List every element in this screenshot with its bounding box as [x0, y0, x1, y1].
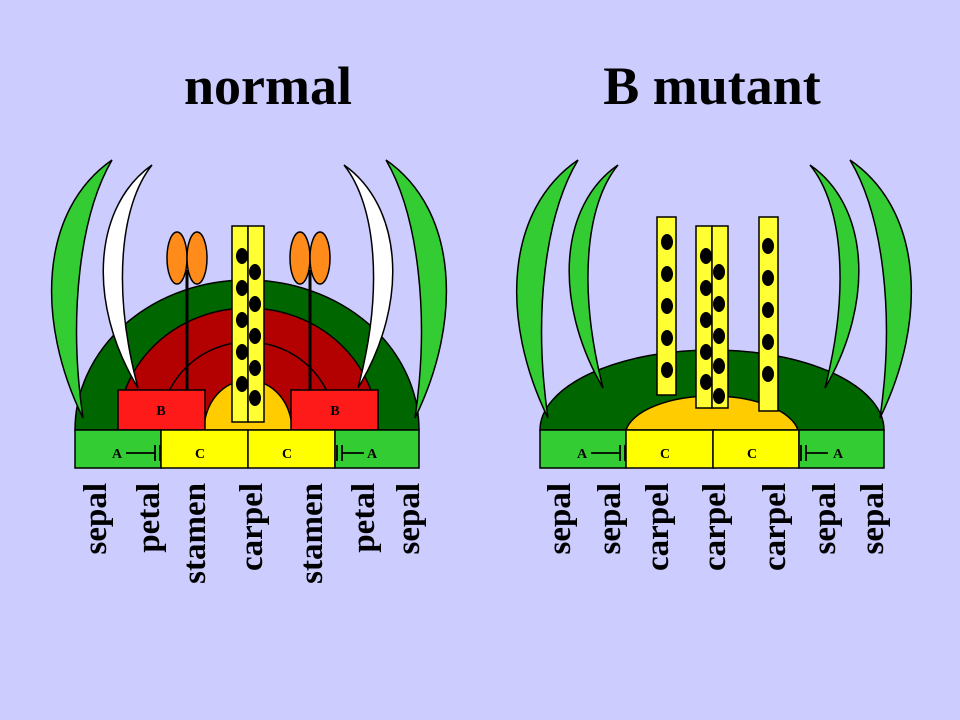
gene-label-a: A: [112, 447, 123, 462]
panel-title-normal: normal: [184, 56, 352, 116]
anther: [309, 231, 331, 285]
organ-label: petal: [346, 483, 382, 553]
organ-label: sepal: [592, 483, 628, 555]
panel-b-mutant: B mutant: [515, 56, 913, 571]
ovules: [236, 248, 261, 406]
c-box-left: [625, 429, 714, 469]
a-box-left: [539, 429, 627, 469]
sepal-left-inner: [568, 164, 619, 389]
organ-label: sepal: [78, 483, 114, 555]
anther: [289, 231, 311, 285]
organ-label: carpel: [640, 483, 676, 571]
b-label: B: [330, 404, 339, 419]
organ-label: stamen: [294, 483, 330, 584]
carpel-center: [695, 225, 729, 409]
organ-label: sepal: [855, 483, 891, 555]
sepal-left-outer: [515, 159, 579, 419]
panel-title-b-mutant: B mutant: [603, 56, 821, 116]
b-box-left: [117, 389, 206, 431]
ovules: [700, 248, 725, 404]
organ-label: carpel: [234, 483, 270, 571]
sepal-right: [385, 159, 448, 419]
ovules: [762, 238, 774, 382]
anther: [186, 231, 208, 285]
a-box-right: [334, 429, 420, 469]
c-box-right: [247, 429, 336, 469]
carpel-left: [656, 216, 677, 396]
organ-label: stamen: [177, 483, 213, 584]
anther: [166, 231, 188, 285]
organ-label: sepal: [807, 483, 843, 555]
a-box-right: [798, 429, 885, 469]
sepal-left: [50, 159, 113, 419]
stamen-left: [166, 231, 208, 390]
gene-label-c: C: [195, 447, 205, 462]
gene-label-a: A: [577, 447, 588, 462]
stamen-right: [289, 231, 331, 390]
organ-label: sepal: [542, 483, 578, 555]
petal-right: [343, 164, 394, 389]
antagonism-symbol: [126, 445, 364, 461]
petal-left: [102, 164, 153, 389]
carpel: [711, 225, 729, 409]
c-box-right: [712, 429, 800, 469]
organ-label: petal: [131, 483, 167, 553]
gene-label-a: A: [833, 447, 844, 462]
organ-label: sepal: [391, 483, 427, 555]
ovules: [661, 234, 673, 378]
organ-label: carpel: [697, 483, 733, 571]
b-label: B: [156, 404, 165, 419]
sepal-right-outer: [849, 159, 913, 419]
gene-label-c: C: [282, 447, 292, 462]
gene-label-c: C: [747, 447, 757, 462]
carpel-normal: [231, 225, 265, 423]
antagonism-symbol: [591, 445, 828, 461]
panel-normal: normal B B: [50, 56, 448, 584]
gene-label-c: C: [660, 447, 670, 462]
carpel-right: [758, 216, 779, 412]
gene-label-a: A: [367, 447, 378, 462]
sepal-right-inner: [809, 164, 860, 389]
organ-label: carpel: [757, 483, 793, 571]
a-box-left: [74, 429, 162, 469]
